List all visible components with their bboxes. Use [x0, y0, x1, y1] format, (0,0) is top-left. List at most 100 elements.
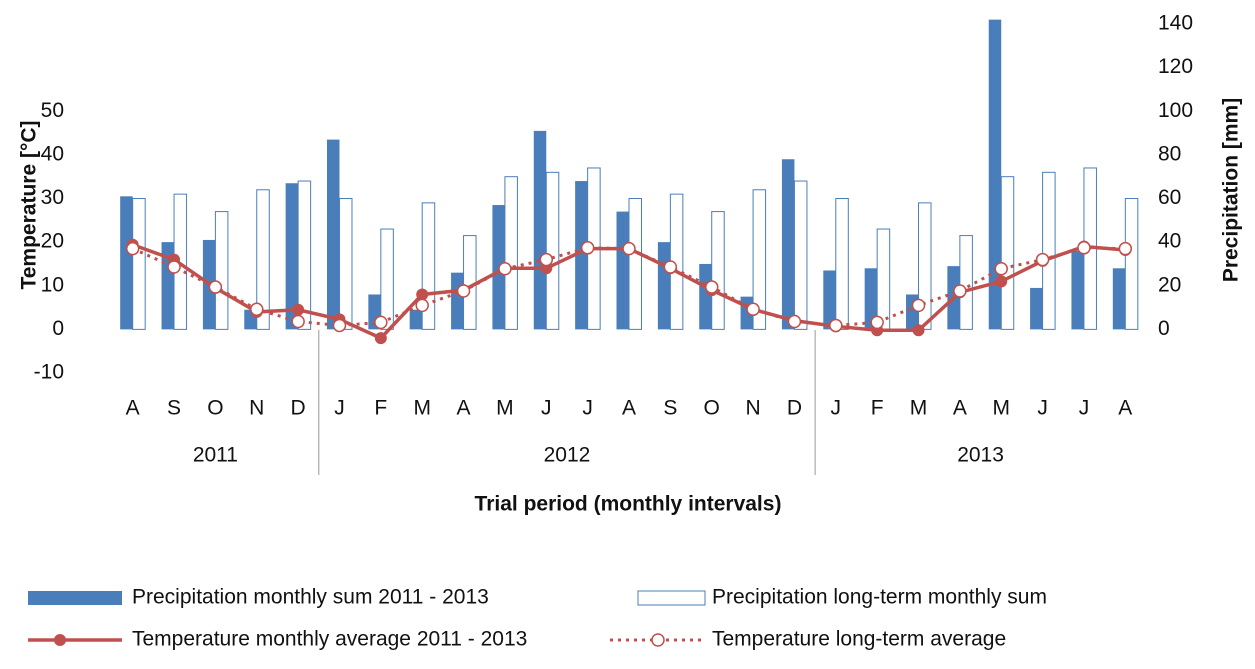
y2-tick-label: 120 [1158, 55, 1193, 78]
y2-tick-label: 0 [1158, 317, 1170, 340]
bar [752, 189, 767, 330]
line-marker [291, 314, 305, 329]
line-marker [870, 315, 884, 330]
bar [451, 272, 464, 330]
line-marker [208, 280, 223, 294]
line-marker [829, 318, 843, 333]
line-marker [332, 318, 347, 333]
x-tick-label: O [207, 397, 223, 420]
x-tick-label: J [334, 397, 345, 420]
y-tick-label: -10 [34, 361, 64, 384]
x-tick-label: A [126, 397, 140, 420]
bar [297, 180, 312, 330]
x-tick-label: A [622, 397, 636, 420]
bar [326, 139, 340, 330]
line-marker [498, 261, 512, 276]
line-marker [1035, 252, 1050, 267]
bar [1030, 287, 1043, 330]
x-tick-label: N [249, 397, 264, 420]
y-tick-label: 10 [41, 273, 64, 296]
x-tick-label: J [1079, 397, 1090, 420]
line-marker [456, 284, 471, 298]
y-tick-label: 30 [41, 186, 64, 209]
x-tick-label: A [953, 397, 967, 420]
x-tick-label: J [541, 397, 552, 420]
x-tick-label: J [1037, 397, 1048, 420]
bar [1124, 198, 1139, 330]
x-tick-label: M [413, 397, 431, 420]
bar [214, 211, 229, 330]
bar [616, 211, 629, 330]
line-marker [167, 260, 181, 274]
line-marker [580, 241, 595, 255]
legend-label: Temperature long-term average [712, 628, 1006, 651]
bar [533, 130, 547, 330]
x-tick-label: M [992, 397, 1010, 420]
line-marker [250, 302, 264, 317]
x-tick-label: F [871, 397, 884, 420]
line-marker [292, 303, 305, 316]
bar [711, 211, 725, 330]
year-label: 2011 [193, 444, 238, 467]
y2-tick-label: 100 [1158, 99, 1193, 122]
x-tick-label: S [167, 397, 181, 420]
y-tick-label: 20 [41, 230, 64, 253]
bar [256, 189, 270, 330]
line-marker [374, 332, 387, 345]
y-tick-label: 0 [52, 317, 64, 340]
y2-tick-label: 40 [1158, 230, 1181, 253]
x-tick-label: O [704, 397, 720, 420]
line-marker [416, 288, 429, 301]
bar [835, 198, 849, 330]
bar [959, 235, 973, 330]
legend-label: Temperature monthly average 2011 - 2013 [132, 628, 527, 651]
y2-tick-label: 80 [1158, 142, 1181, 165]
line-marker [125, 241, 140, 256]
line-marker [953, 284, 967, 298]
bar [338, 198, 353, 330]
bar [380, 228, 394, 330]
bar [988, 19, 1002, 330]
x-axis-title: Trial period (monthly intervals) [475, 493, 782, 516]
legend-swatch [28, 591, 122, 605]
bar [793, 180, 808, 330]
bar [699, 263, 712, 330]
year-label: 2013 [957, 444, 1004, 467]
y-axis-title: Temperature [°C] [18, 120, 41, 289]
line-marker [1077, 241, 1091, 255]
line-marker [415, 298, 429, 313]
y2-tick-label: 60 [1158, 186, 1181, 209]
y2-tick-label: 140 [1158, 12, 1193, 35]
x-tick-label: F [374, 397, 387, 420]
line-marker [704, 280, 719, 294]
bar [409, 309, 423, 330]
line-marker [622, 241, 636, 256]
x-tick-label: M [910, 397, 928, 420]
bar [285, 183, 299, 330]
x-tick-label: D [787, 397, 802, 420]
y-tick-label: 40 [41, 142, 64, 165]
x-tick-label: J [831, 397, 842, 420]
bar [132, 198, 146, 330]
bar [463, 235, 477, 330]
x-tick-label: A [1118, 397, 1132, 420]
legend-swatch [637, 590, 706, 606]
bar [657, 242, 671, 330]
y2-tick-label: 20 [1158, 273, 1181, 296]
legend-label: Precipitation monthly sum 2011 - 2013 [132, 586, 489, 609]
line-marker [539, 252, 554, 267]
legend-marker [54, 634, 66, 646]
x-tick-label: A [457, 397, 471, 420]
bar [120, 196, 133, 330]
legend-marker [651, 633, 665, 647]
y-tick-label: 50 [41, 99, 64, 122]
bar [504, 176, 518, 330]
legend-label: Precipitation long-term monthly sum [712, 586, 1047, 609]
bar [1112, 268, 1126, 330]
year-label: 2012 [544, 444, 591, 467]
bar [1071, 250, 1084, 330]
line-marker [994, 261, 1008, 276]
bar [781, 159, 795, 330]
bar [864, 268, 878, 330]
